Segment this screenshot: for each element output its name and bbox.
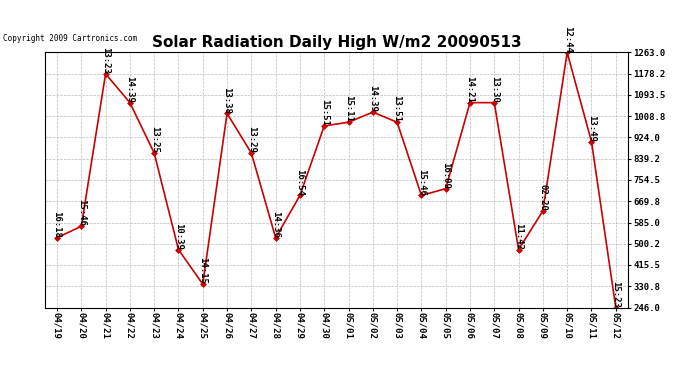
Text: 13:23: 13:23 [101, 47, 110, 74]
Text: 10:39: 10:39 [174, 223, 183, 250]
Text: 14:39: 14:39 [126, 76, 135, 103]
Text: 15:46: 15:46 [77, 200, 86, 226]
Text: 14:21: 14:21 [466, 76, 475, 103]
Text: Copyright 2009 Cartronics.com: Copyright 2009 Cartronics.com [3, 34, 137, 43]
Text: 14:39: 14:39 [368, 85, 377, 112]
Text: 13:51: 13:51 [393, 95, 402, 122]
Text: 13:25: 13:25 [150, 126, 159, 153]
Text: 13:30: 13:30 [490, 76, 499, 103]
Text: 12:44: 12:44 [562, 26, 572, 53]
Text: 02:20: 02:20 [538, 184, 547, 211]
Text: 16:09: 16:09 [441, 162, 450, 189]
Title: Solar Radiation Daily High W/m2 20090513: Solar Radiation Daily High W/m2 20090513 [152, 35, 521, 50]
Text: 13:29: 13:29 [247, 126, 256, 153]
Text: 15:11: 15:11 [344, 95, 353, 122]
Text: 16:54: 16:54 [295, 168, 304, 195]
Text: 14:15: 14:15 [198, 257, 207, 284]
Text: 14:36: 14:36 [271, 211, 280, 238]
Text: 16:18: 16:18 [52, 211, 61, 238]
Text: 15:51: 15:51 [319, 99, 328, 126]
Text: 11:42: 11:42 [514, 223, 523, 250]
Text: 15:23: 15:23 [611, 280, 620, 308]
Text: 13:49: 13:49 [587, 115, 596, 141]
Text: 15:46: 15:46 [417, 168, 426, 195]
Text: 13:38: 13:38 [223, 87, 232, 113]
